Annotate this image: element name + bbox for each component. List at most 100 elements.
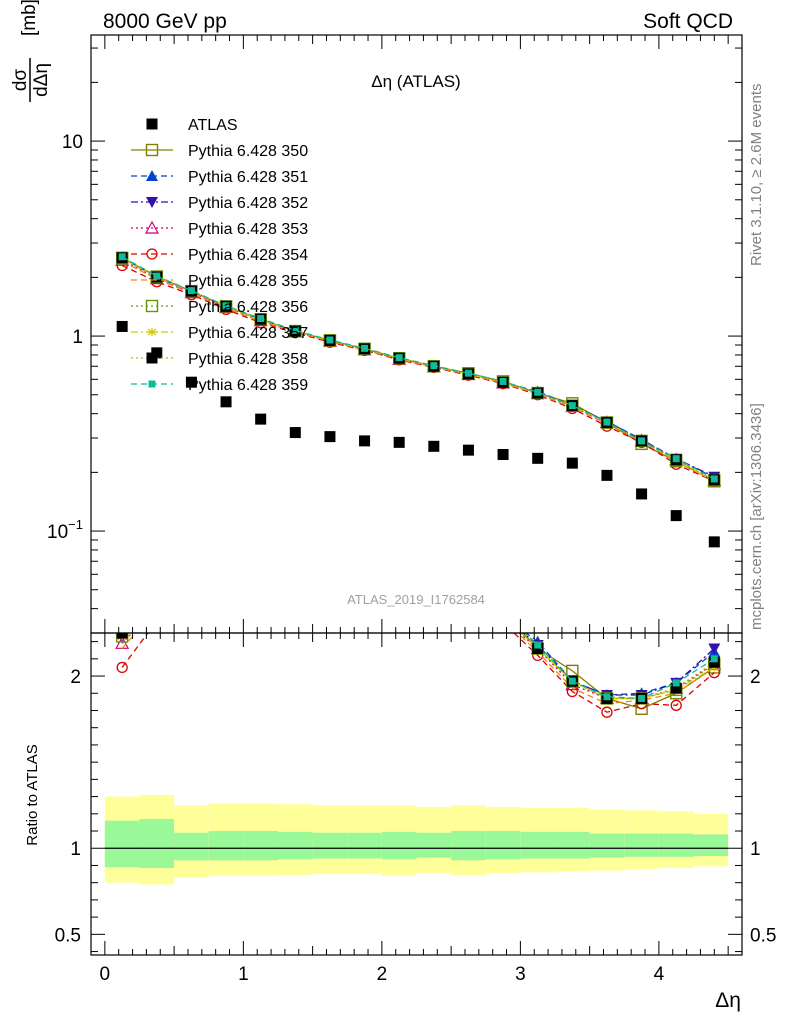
main-point-atlas-5 <box>289 427 301 439</box>
main-point-atlas-16 <box>670 510 682 522</box>
main-line-pythia-6-428-355 <box>121 260 715 482</box>
main-series-pythia-6-428-359 <box>118 253 718 483</box>
main-point-atlas-6 <box>324 431 336 443</box>
main-point-pythia-6-428-359-11 <box>499 377 507 385</box>
stat-band-1 <box>139 818 175 869</box>
uncertainty-bands <box>104 794 729 885</box>
main-point-pythia-6-428-359-8 <box>395 354 403 362</box>
stat-band-13 <box>555 831 590 859</box>
stat-band-7 <box>347 832 382 859</box>
main-ytick-label: 10 <box>62 132 83 153</box>
ratio-point-pythia-6-428-359-13 <box>568 677 576 685</box>
legend-marker-pythia-6-428-353 <box>144 220 160 234</box>
stat-band-11 <box>485 831 521 860</box>
ratio-xtick-label: 1 <box>238 964 249 985</box>
ratio-xtick-label: 3 <box>515 964 526 985</box>
main-point-pythia-6-428-359-14 <box>603 418 611 426</box>
main-plot-area <box>115 251 722 548</box>
main-ytick-label: 1 <box>72 327 83 348</box>
main-point-pythia-6-428-359-0 <box>118 253 126 261</box>
legend-marker-pythia-6-428-359 <box>148 380 156 388</box>
ylabel-unit: [mb] <box>19 0 40 36</box>
main-point-atlas-13 <box>566 457 578 469</box>
stat-band-2 <box>174 832 209 861</box>
ratio-line-pythia-6-428-358 <box>122 633 715 700</box>
ratio-xtick-label: 0 <box>100 964 111 985</box>
main-point-atlas-3 <box>220 396 232 408</box>
legend-label-pythia-6-428-359: Pythia 6.428 359 <box>188 377 308 394</box>
stat-band-8 <box>381 831 417 860</box>
main-point-pythia-6-428-359-5 <box>291 326 299 334</box>
legend-entry-pythia-6-428-351: Pythia 6.428 351 <box>131 169 308 186</box>
main-point-pythia-6-428-359-3 <box>222 302 230 310</box>
main-line-pythia-6-428-359 <box>121 256 715 480</box>
main-ylabel: dσ dΔη [mb] <box>10 0 52 102</box>
ratio-xtick-label: 2 <box>377 964 388 985</box>
stat-band-3 <box>208 831 244 861</box>
legend-label-pythia-6-428-358: Pythia 6.428 358 <box>188 351 308 368</box>
ratio-ytick-label-right: 0.5 <box>750 925 776 946</box>
legend-label-pythia-6-428-353: Pythia 6.428 353 <box>188 221 308 238</box>
ratio-panel: 0.5 0.5 1 1 2 2 0 1 2 3 4 <box>55 632 776 985</box>
ratio-ytick-label-right: 1 <box>750 839 761 860</box>
main-y-ticks: 10 1 10−1 <box>47 47 742 634</box>
legend-label-pythia-6-428-356: Pythia 6.428 356 <box>188 299 308 316</box>
legend-label-pythia-6-428-352: Pythia 6.428 352 <box>188 195 308 212</box>
rivet-version-label: Rivet 3.1.10, ≥ 2.6M events <box>748 84 765 267</box>
stat-band-15 <box>624 833 659 857</box>
ylabel-numerator: dσ <box>10 69 31 92</box>
main-x-ticks <box>104 35 729 633</box>
main-point-atlas-14 <box>601 469 613 481</box>
legend-entry-pythia-6-428-358: Pythia 6.428 358 <box>131 351 308 368</box>
legend-marker-pythia-6-428-357 <box>147 328 157 336</box>
main-series-pythia-6-428-355 <box>121 260 715 482</box>
main-point-pythia-6-428-359-16 <box>672 455 680 463</box>
legend-label-pythia-6-428-350: Pythia 6.428 350 <box>188 143 308 160</box>
header-left: 8000 GeV pp <box>103 10 227 33</box>
stat-band-12 <box>520 831 556 859</box>
legend-entry-pythia-6-428-350: Pythia 6.428 350 <box>131 143 308 160</box>
stat-band-4 <box>243 831 278 861</box>
main-point-pythia-6-428-359-4 <box>257 315 265 323</box>
ratio-ytick-label-right: 2 <box>750 667 761 688</box>
main-ytick-label: 10−1 <box>47 517 83 543</box>
legend-marker-pythia-6-428-352 <box>146 197 158 208</box>
legend-marker-pythia-6-428-358 <box>146 352 158 364</box>
ratio-ytick-label-left: 0.5 <box>55 925 81 946</box>
ratio-point-pythia-6-428-352-17 <box>708 643 721 655</box>
main-point-pythia-6-428-359-13 <box>568 402 576 410</box>
legend-label-pythia-6-428-357: Pythia 6.428 357 <box>188 325 308 342</box>
main-point-pythia-6-428-359-17 <box>710 475 718 483</box>
legend-marker-pythia-6-428-356 <box>145 299 159 313</box>
ylabel-denominator: dΔη <box>31 63 52 97</box>
ratio-x-ticks: 0 1 2 3 4 <box>100 633 729 985</box>
header-right: Soft QCD <box>643 10 733 33</box>
stat-band-17 <box>693 834 729 856</box>
main-point-atlas-4 <box>255 413 267 425</box>
main-point-atlas-7 <box>359 435 371 447</box>
mcplots-source-label: mcplots.cern.ch [arXiv:1306.3436] <box>748 403 765 630</box>
legend-label-pythia-6-428-355: Pythia 6.428 355 <box>188 273 308 290</box>
ratio-point-pythia-6-428-359-12 <box>534 641 542 649</box>
legend-label-pythia-6-428-354: Pythia 6.428 354 <box>188 247 308 264</box>
ratio-point-pythia-6-428-359-15 <box>638 694 646 702</box>
legend-marker-pythia-6-428-351 <box>146 170 158 181</box>
legend-entry-pythia-6-428-355: Pythia 6.428 355 <box>131 273 308 290</box>
ratio-point-pythia-6-428-354-0 <box>116 661 128 674</box>
ratio-ylabel: Ratio to ATLAS <box>24 744 41 845</box>
analysis-label: ATLAS_2019_I1762584 <box>347 592 485 607</box>
ratio-point-pythia-6-428-359-17 <box>710 655 718 663</box>
main-point-pythia-6-428-359-1 <box>153 272 161 280</box>
legend-marker-pythia-6-428-354 <box>146 248 158 260</box>
legend-entry-pythia-6-428-357: Pythia 6.428 357 <box>131 325 308 342</box>
ratio-series-pythia-6-428-359 <box>523 633 718 702</box>
legend-entry-pythia-6-428-354: Pythia 6.428 354 <box>131 247 308 264</box>
stat-band-14 <box>589 833 625 858</box>
main-point-atlas-11 <box>497 448 509 460</box>
stat-band-5 <box>277 831 313 860</box>
legend: ATLAS Pythia 6.428 350 Pythia 6.428 351 Pyt… <box>131 117 308 394</box>
main-point-pythia-6-428-359-10 <box>464 369 472 377</box>
legend-label-pythia-6-428-351: Pythia 6.428 351 <box>188 169 308 186</box>
